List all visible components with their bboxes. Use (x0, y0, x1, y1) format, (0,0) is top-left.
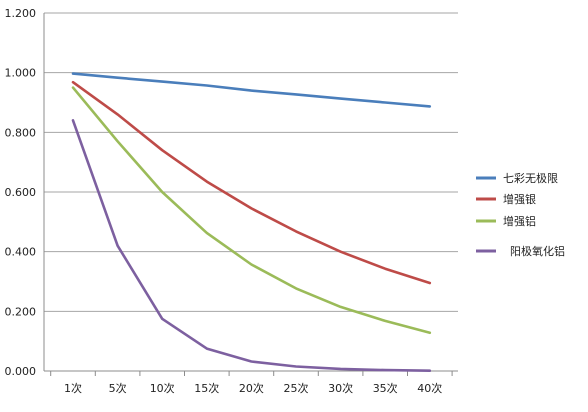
y-tick-label: 0.600 (5, 186, 37, 199)
y-tick-label: 1.200 (5, 7, 37, 20)
y-tick-label: 1.000 (5, 67, 37, 80)
y-tick-label: 0.200 (5, 305, 37, 318)
legend-label: 增强铝 (503, 214, 536, 228)
x-tick-label: 35次 (373, 381, 398, 395)
x-tick-label: 25次 (284, 381, 309, 395)
x-tick-label: 10次 (150, 381, 175, 395)
axes: 0.000 0.200 0.400 0.600 0.800 1.000 1.200 1次 5次 1… (5, 7, 458, 395)
gridlines (44, 12, 458, 312)
y-tick-label: 0.400 (5, 246, 37, 259)
x-tick-label: 5次 (109, 381, 127, 395)
legend-label: 增强银 (503, 192, 536, 206)
x-tick-label: 15次 (194, 381, 219, 395)
series-line (71, 119, 432, 373)
legend-label: 阳极氧化铝 (510, 244, 565, 258)
series-line (71, 72, 432, 108)
x-tick-label: 30次 (328, 381, 353, 395)
x-tick-label: 20次 (239, 381, 264, 395)
series-line (71, 86, 432, 335)
x-tick-label: 40次 (417, 381, 442, 395)
legend-label: 七彩无极限 (503, 171, 558, 185)
y-tick-label: 0.000 (5, 365, 37, 378)
series-line (71, 80, 432, 285)
y-tick-label: 0.800 (5, 126, 37, 139)
series-lines (71, 72, 432, 373)
x-tick-label: 1次 (64, 381, 82, 395)
